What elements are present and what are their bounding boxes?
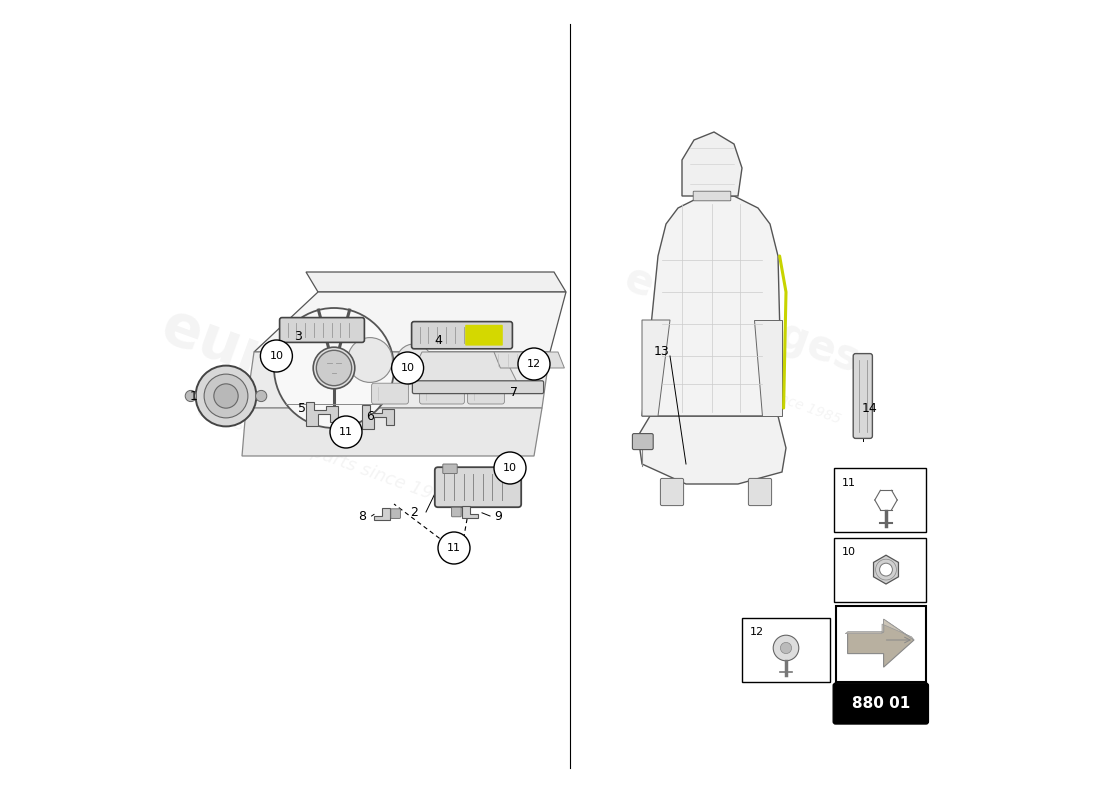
Text: 14: 14 (862, 402, 878, 414)
Polygon shape (462, 506, 478, 518)
Circle shape (392, 352, 424, 384)
FancyBboxPatch shape (279, 318, 364, 342)
FancyBboxPatch shape (833, 683, 928, 724)
Text: a passion for parts since 1985: a passion for parts since 1985 (641, 342, 843, 426)
Polygon shape (254, 292, 566, 352)
FancyBboxPatch shape (390, 509, 400, 518)
Text: 1: 1 (190, 390, 198, 402)
Polygon shape (642, 320, 670, 416)
FancyBboxPatch shape (411, 322, 513, 349)
FancyBboxPatch shape (834, 468, 926, 532)
FancyBboxPatch shape (465, 325, 503, 346)
FancyBboxPatch shape (742, 618, 830, 682)
Text: 11: 11 (842, 478, 856, 487)
Polygon shape (642, 196, 782, 416)
Text: 3: 3 (294, 330, 301, 342)
FancyBboxPatch shape (419, 383, 464, 404)
Circle shape (274, 308, 394, 428)
FancyBboxPatch shape (836, 606, 926, 682)
FancyBboxPatch shape (434, 467, 521, 507)
Polygon shape (374, 508, 390, 520)
Text: 10: 10 (400, 363, 415, 373)
Text: 880 01: 880 01 (851, 696, 910, 711)
Circle shape (438, 532, 470, 564)
Text: a passion for parts since 1985: a passion for parts since 1985 (195, 401, 456, 511)
Polygon shape (306, 402, 338, 426)
Text: europages: europages (153, 298, 499, 470)
FancyBboxPatch shape (660, 478, 683, 506)
Circle shape (773, 635, 799, 661)
Text: 10: 10 (503, 463, 517, 473)
Text: 12: 12 (527, 359, 541, 369)
Text: 8: 8 (358, 510, 366, 522)
FancyBboxPatch shape (452, 507, 461, 517)
Polygon shape (306, 272, 566, 292)
Polygon shape (362, 405, 394, 429)
Circle shape (185, 390, 197, 402)
FancyBboxPatch shape (748, 478, 771, 506)
FancyBboxPatch shape (834, 538, 926, 602)
Text: 11: 11 (447, 543, 461, 553)
Circle shape (255, 390, 267, 402)
Text: 7: 7 (510, 386, 518, 398)
Text: 10: 10 (270, 351, 284, 361)
Polygon shape (406, 352, 518, 384)
Polygon shape (873, 555, 899, 584)
Text: 12: 12 (750, 627, 764, 637)
Text: 10: 10 (842, 547, 856, 557)
Polygon shape (682, 132, 742, 196)
FancyBboxPatch shape (693, 191, 730, 201)
Circle shape (205, 374, 248, 418)
Circle shape (317, 350, 352, 386)
Circle shape (330, 416, 362, 448)
Text: 5: 5 (298, 402, 306, 414)
Circle shape (213, 384, 239, 408)
Circle shape (314, 347, 355, 389)
Circle shape (348, 338, 393, 382)
Text: 9: 9 (494, 510, 502, 522)
Text: europages: europages (618, 258, 866, 382)
Circle shape (396, 344, 431, 379)
FancyBboxPatch shape (498, 464, 514, 474)
Circle shape (518, 348, 550, 380)
Text: 4: 4 (434, 334, 442, 346)
Polygon shape (638, 416, 786, 484)
Circle shape (494, 452, 526, 484)
Circle shape (261, 340, 293, 372)
Polygon shape (848, 619, 914, 667)
Circle shape (196, 366, 256, 426)
FancyBboxPatch shape (412, 381, 543, 394)
FancyBboxPatch shape (854, 354, 872, 438)
Text: 11: 11 (339, 427, 353, 437)
FancyBboxPatch shape (372, 383, 408, 404)
FancyBboxPatch shape (632, 434, 653, 450)
Polygon shape (402, 370, 414, 382)
Polygon shape (754, 320, 782, 416)
Circle shape (780, 642, 792, 654)
FancyBboxPatch shape (443, 464, 458, 474)
Text: 2: 2 (410, 506, 418, 518)
Circle shape (880, 563, 892, 576)
Polygon shape (845, 619, 914, 640)
Text: 13: 13 (654, 346, 670, 358)
Polygon shape (494, 352, 564, 368)
Polygon shape (242, 408, 542, 456)
FancyBboxPatch shape (468, 383, 505, 404)
Polygon shape (246, 352, 550, 408)
Text: 6: 6 (366, 410, 374, 422)
